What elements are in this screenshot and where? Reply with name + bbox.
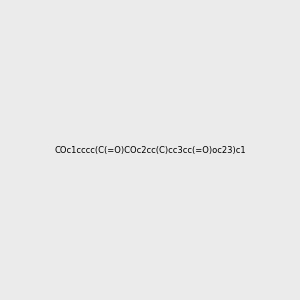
- Text: COc1cccc(C(=O)COc2cc(C)cc3cc(=O)oc23)c1: COc1cccc(C(=O)COc2cc(C)cc3cc(=O)oc23)c1: [54, 146, 246, 154]
